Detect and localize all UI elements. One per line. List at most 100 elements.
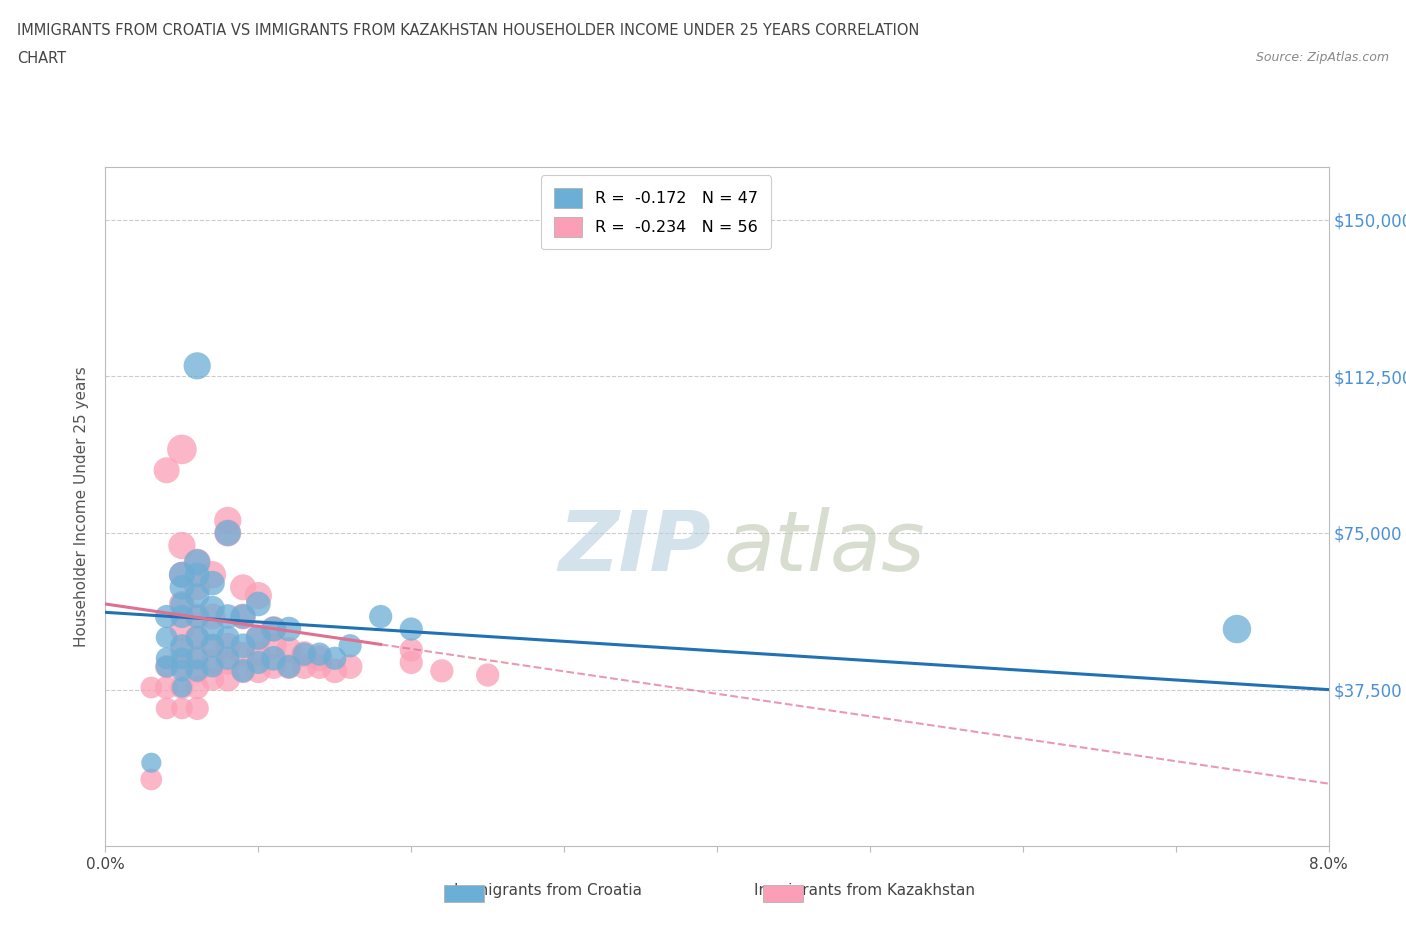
Point	[170, 643, 193, 658]
Point	[201, 621, 224, 636]
Point	[186, 555, 208, 570]
Point	[156, 609, 179, 624]
Point	[201, 638, 224, 653]
Point	[263, 659, 285, 674]
Point	[232, 663, 254, 678]
Point	[232, 609, 254, 624]
Point	[247, 655, 270, 670]
Point	[430, 663, 453, 678]
Point	[263, 621, 285, 636]
Point	[401, 655, 423, 670]
Point	[141, 680, 163, 695]
Point	[292, 659, 315, 674]
Text: atlas: atlas	[723, 507, 925, 588]
Text: ZIP: ZIP	[558, 507, 711, 588]
Point	[186, 630, 208, 644]
Point	[217, 655, 239, 670]
Point	[217, 651, 239, 666]
Point	[278, 621, 301, 636]
Point	[370, 609, 392, 624]
Point	[217, 638, 239, 653]
Point	[170, 680, 193, 695]
Point	[308, 651, 330, 666]
Point	[141, 772, 163, 787]
Point	[477, 668, 499, 683]
Point	[141, 755, 163, 770]
Point	[339, 638, 361, 653]
Point	[186, 651, 208, 666]
Point	[156, 659, 179, 674]
Point	[170, 579, 193, 594]
Point	[186, 588, 208, 603]
Point	[156, 659, 179, 674]
Point	[339, 659, 361, 674]
Point	[201, 655, 224, 670]
Point	[232, 579, 254, 594]
Point	[156, 701, 179, 716]
Point	[156, 630, 179, 644]
Point	[201, 567, 224, 582]
Text: Immigrants from Croatia: Immigrants from Croatia	[454, 884, 643, 898]
Point	[217, 525, 239, 540]
Point	[278, 643, 301, 658]
Point	[201, 638, 224, 653]
Point	[186, 609, 208, 624]
Point	[170, 596, 193, 611]
Point	[170, 638, 193, 653]
Point	[401, 643, 423, 658]
Point	[323, 651, 346, 666]
Point	[186, 609, 208, 624]
Point	[201, 576, 224, 591]
Point	[278, 659, 301, 674]
Point	[232, 609, 254, 624]
Legend: R =  -0.172   N = 47, R =  -0.234   N = 56: R = -0.172 N = 47, R = -0.234 N = 56	[541, 176, 770, 249]
Point	[308, 646, 330, 661]
Point	[170, 663, 193, 678]
Point	[186, 555, 208, 570]
Point	[170, 659, 193, 674]
Point	[186, 567, 208, 582]
Point	[170, 596, 193, 611]
Point	[263, 651, 285, 666]
Point	[247, 646, 270, 661]
Point	[217, 513, 239, 528]
Point	[186, 579, 208, 594]
Point	[201, 659, 224, 674]
Point	[247, 596, 270, 611]
Point	[201, 671, 224, 686]
Point	[217, 609, 239, 624]
Point	[186, 701, 208, 716]
Point	[201, 609, 224, 624]
Point	[323, 663, 346, 678]
Point	[156, 463, 179, 478]
Point	[308, 659, 330, 674]
Point	[170, 538, 193, 553]
Point	[170, 701, 193, 716]
Point	[186, 630, 208, 644]
Point	[156, 651, 179, 666]
Point	[156, 680, 179, 695]
Text: Immigrants from Kazakhstan: Immigrants from Kazakhstan	[754, 884, 976, 898]
Point	[170, 651, 193, 666]
Point	[170, 442, 193, 457]
Point	[247, 663, 270, 678]
Y-axis label: Householder Income Under 25 years: Householder Income Under 25 years	[75, 366, 90, 647]
Point	[292, 646, 315, 661]
Point	[232, 638, 254, 653]
Point	[186, 358, 208, 373]
Point	[186, 663, 208, 678]
Point	[232, 646, 254, 661]
Point	[263, 621, 285, 636]
Point	[201, 601, 224, 616]
Point	[292, 646, 315, 661]
Point	[217, 671, 239, 686]
Point	[217, 630, 239, 644]
Point	[186, 680, 208, 695]
Point	[170, 680, 193, 695]
Point	[278, 659, 301, 674]
Point	[247, 630, 270, 644]
Point	[217, 525, 239, 540]
Text: IMMIGRANTS FROM CROATIA VS IMMIGRANTS FROM KAZAKHSTAN HOUSEHOLDER INCOME UNDER 2: IMMIGRANTS FROM CROATIA VS IMMIGRANTS FR…	[17, 23, 920, 38]
Point	[232, 663, 254, 678]
Point	[170, 609, 193, 624]
